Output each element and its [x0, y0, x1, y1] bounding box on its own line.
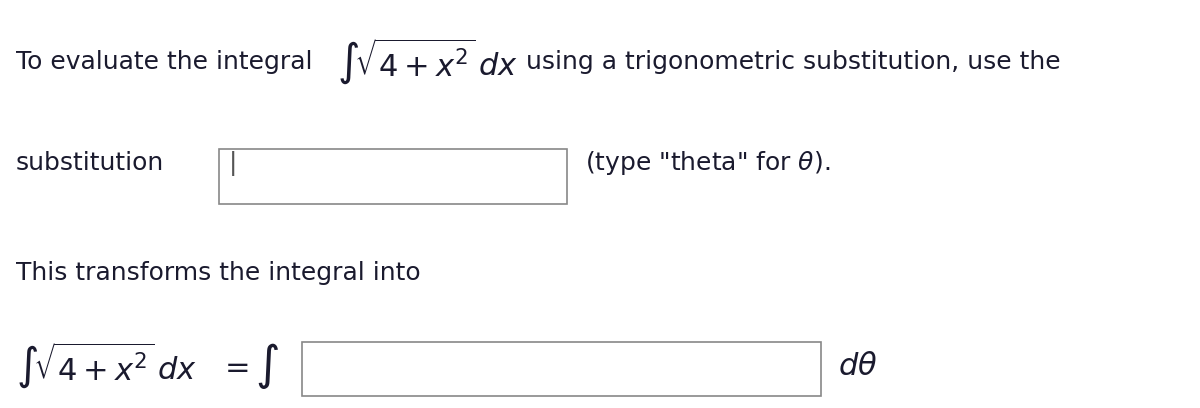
Text: (type "theta" for $\theta$).: (type "theta" for $\theta$). [584, 149, 830, 177]
Text: $\int\!\sqrt{4+x^2}\,dx$: $\int\!\sqrt{4+x^2}\,dx$ [16, 341, 197, 391]
Text: $d\theta$: $d\theta$ [839, 352, 877, 381]
FancyBboxPatch shape [220, 149, 568, 204]
Text: $\int\!\sqrt{4+x^2}\,dx$: $\int\!\sqrt{4+x^2}\,dx$ [337, 37, 518, 87]
Text: $=$: $=$ [220, 352, 250, 381]
FancyBboxPatch shape [302, 342, 821, 397]
Text: using a trigonometric substitution, use the: using a trigonometric substitution, use … [526, 50, 1061, 74]
Text: $\int$: $\int$ [254, 341, 278, 391]
Text: To evaluate the integral: To evaluate the integral [16, 50, 312, 74]
Text: substitution: substitution [16, 151, 163, 175]
Text: |: | [229, 151, 238, 176]
Text: This transforms the integral into: This transforms the integral into [16, 261, 420, 285]
